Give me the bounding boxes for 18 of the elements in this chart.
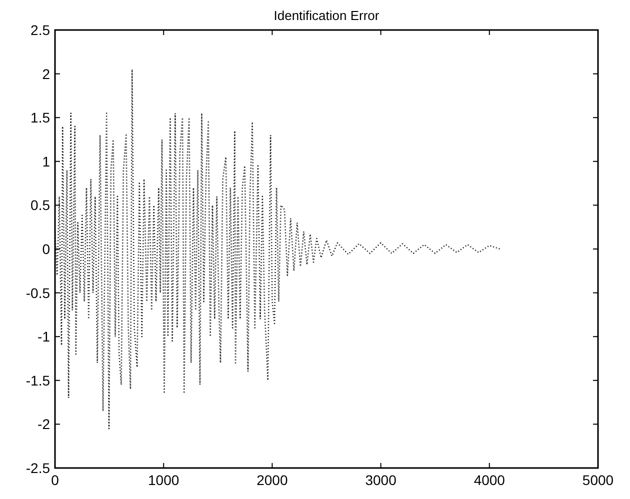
y-tick-label: 1 (42, 153, 50, 170)
y-tick-label: -2 (38, 416, 50, 432)
y-tick-label: 0.5 (30, 197, 50, 214)
x-tick-label: 2000 (256, 472, 288, 488)
y-tick-label: -2.5 (26, 460, 50, 476)
x-tick-label: 5000 (582, 472, 614, 488)
y-tick-label: 1.5 (30, 110, 50, 126)
x-tick-label: 1000 (148, 472, 180, 488)
y-tick-label: 2 (42, 66, 50, 82)
x-tick-label: 4000 (474, 472, 506, 488)
chart-title: Identification Error (274, 8, 380, 23)
y-tick-label: -1 (38, 328, 50, 345)
y-tick-label: -1.5 (26, 372, 50, 388)
line-series (54, 68, 500, 430)
x-tick-label: 3000 (365, 472, 397, 488)
y-tick-label: 2.5 (30, 22, 50, 38)
y-tick-label: -0.5 (26, 284, 50, 301)
y-tick-label: 0 (42, 241, 50, 257)
